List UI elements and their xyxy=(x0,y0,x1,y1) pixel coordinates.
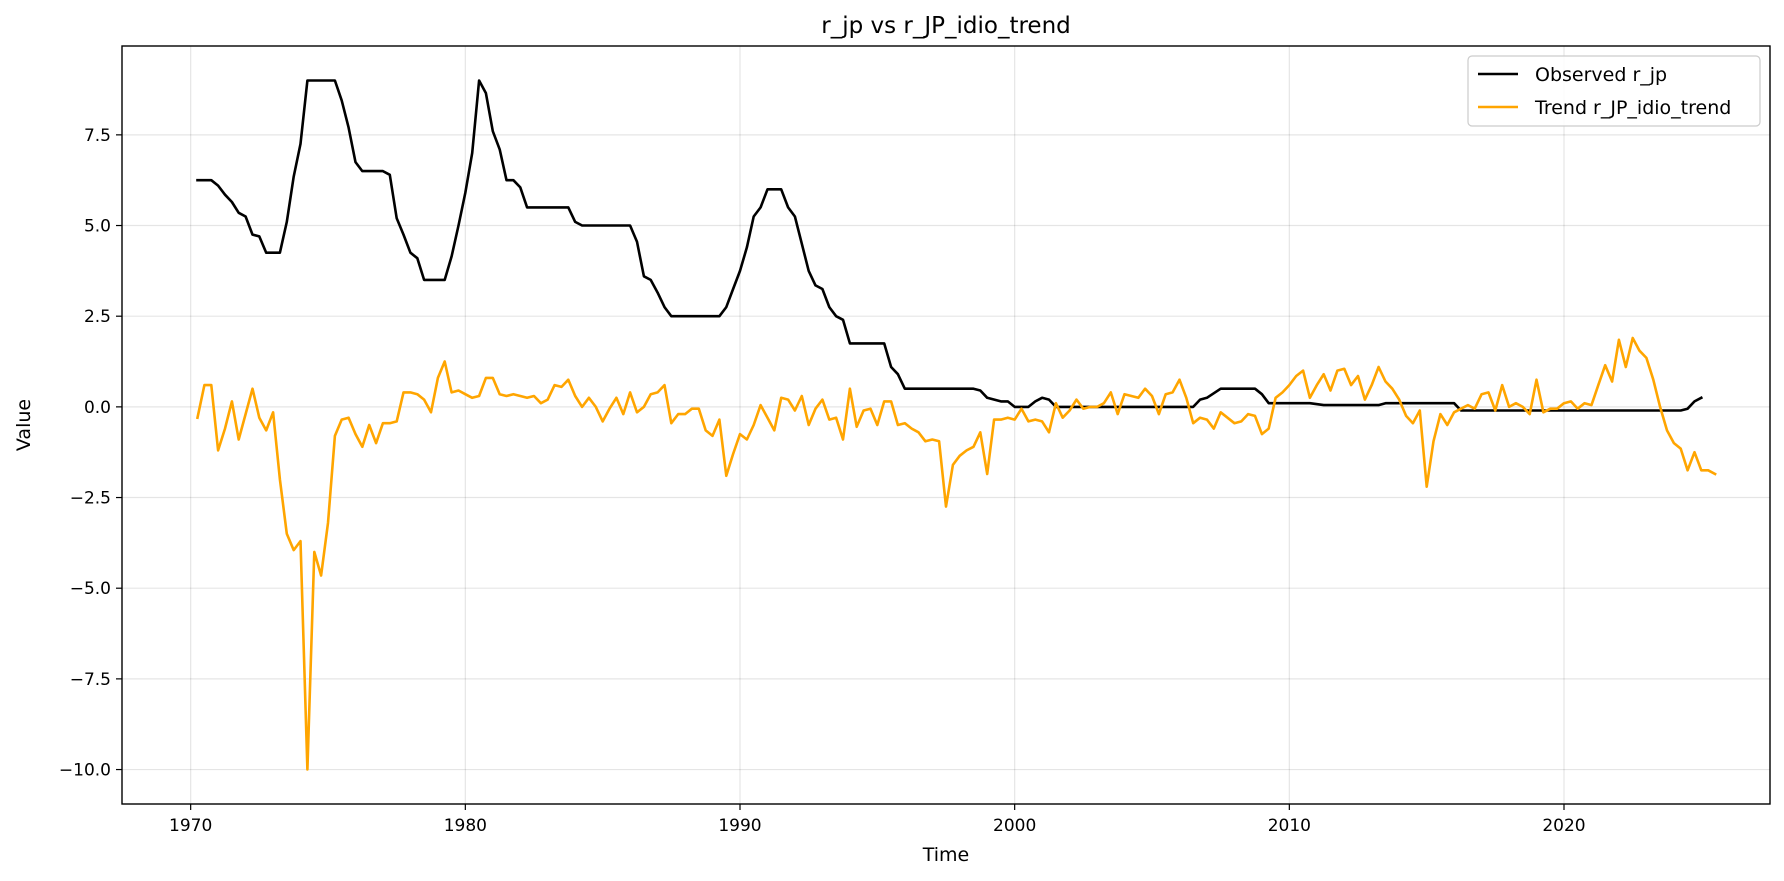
y-tick-label: 5.0 xyxy=(84,217,111,237)
y-tick-label: −7.5 xyxy=(70,670,111,690)
grid-lines xyxy=(122,46,1770,804)
y-tick-label: 2.5 xyxy=(84,307,111,327)
series-line-trend xyxy=(195,336,1717,771)
x-axis-title: Time xyxy=(922,844,970,866)
plot-area-frame xyxy=(121,45,1771,805)
legend-box xyxy=(1467,55,1761,127)
y-tick-label: 0.0 xyxy=(84,398,111,418)
legend-label-observed: Observed r_jp xyxy=(1535,64,1667,86)
x-tick-label: 2010 xyxy=(1268,816,1311,836)
y-axis-title: Value xyxy=(13,399,35,451)
x-tick-label: 1970 xyxy=(169,816,212,836)
legend: Observed r_jp Trend r_JP_idio_trend xyxy=(1467,55,1761,127)
y-tick-label: −2.5 xyxy=(70,489,111,509)
legend-label-trend: Trend r_JP_idio_trend xyxy=(1534,97,1731,119)
y-tick-label: −5.0 xyxy=(70,579,111,599)
y-tick-label: −10.0 xyxy=(59,761,111,781)
axis-ticks: 1970 1980 1990 2000 2010 2020 −10.0 −7.5 −5.0 −2.… xyxy=(59,126,1586,836)
x-tick-label: 1990 xyxy=(718,816,761,836)
x-tick-label: 2020 xyxy=(1542,816,1585,836)
x-tick-label: 1980 xyxy=(444,816,487,836)
series-line-observed xyxy=(196,79,1704,412)
chart-title: r_jp vs r_JP_idio_trend xyxy=(821,13,1071,39)
x-tick-label: 2000 xyxy=(993,816,1036,836)
series-lines xyxy=(195,79,1717,771)
y-tick-label: 7.5 xyxy=(84,126,111,146)
